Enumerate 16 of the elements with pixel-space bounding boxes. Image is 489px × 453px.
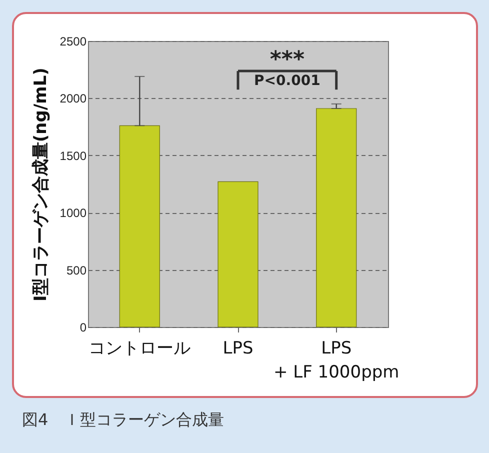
y-tick-label: 2500	[60, 34, 87, 48]
x-tick-label: LPS	[222, 338, 254, 358]
bar	[218, 181, 258, 328]
y-tick-label: 1000	[60, 206, 87, 220]
x-tick-label: コントロール	[88, 338, 191, 358]
y-axis-title: I型コラーゲン合成量(ng/mL)	[30, 68, 51, 302]
bar	[316, 108, 357, 328]
bar	[119, 125, 160, 328]
y-tick-label: 0	[80, 320, 87, 334]
annotation: ***	[270, 48, 305, 73]
y-tick-label: 500	[66, 263, 87, 278]
x-tick-label: LPS + LF 1000ppm	[274, 338, 400, 382]
y-tick-label: 1500	[60, 148, 87, 163]
y-tick-label: 2000	[60, 92, 87, 106]
text: 図4 Ｉ型コラーゲン合成量	[22, 410, 224, 431]
annotation: P<0.001	[254, 73, 320, 90]
